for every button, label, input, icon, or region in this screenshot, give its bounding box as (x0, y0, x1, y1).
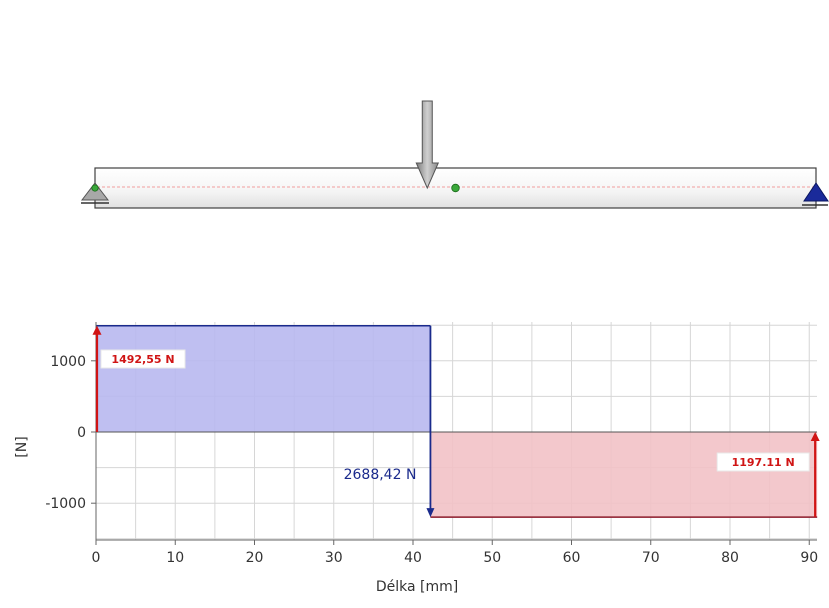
reaction-right-label: 1197.11 N (716, 452, 810, 472)
load-label: 2688,42 N (344, 467, 417, 483)
x-tick-label: 70 (642, 550, 660, 566)
shear-area-2 (430, 432, 818, 518)
x-tick-label: 10 (166, 550, 184, 566)
reaction-left-arrow-head (92, 325, 102, 335)
x-tick-label: 20 (246, 550, 264, 566)
reaction-left-arrow (92, 325, 102, 432)
axes (95, 322, 817, 541)
node-marker (451, 183, 460, 193)
beam-view (80, 100, 829, 209)
x-tick-label: 60 (563, 550, 581, 566)
load-arrow-chart-head (426, 508, 435, 518)
y-tick-label: 1000 (50, 354, 86, 370)
reaction-left-label: 1492,55 N (100, 349, 186, 369)
shear-area-1 (96, 325, 431, 432)
x-tick-label: 0 (92, 550, 101, 566)
x-tick-label: 40 (404, 550, 422, 566)
y-tick-label: 0 (77, 425, 86, 441)
y-axis-label: [N] (14, 436, 30, 457)
reaction-right-arrow (810, 432, 820, 518)
grid (95, 322, 817, 540)
annotations: 1492,55 N 2688,42 N 1197.11 N (92, 325, 820, 518)
reaction-left-label-text: 1492,55 N (111, 353, 174, 366)
x-tick-label: 80 (721, 550, 739, 566)
series-areas (96, 324, 818, 518)
x-axis-label: Délka [mm] (376, 579, 458, 595)
load-arrow (415, 100, 440, 190)
plot-background (96, 322, 817, 540)
reaction-left-label-box (100, 349, 186, 369)
y-tick-label: -1000 (45, 496, 86, 512)
load-arrow-chart (426, 325, 435, 518)
x-tick-label: 50 (483, 550, 501, 566)
support-right (802, 182, 829, 206)
reaction-right-arrow-head (810, 432, 820, 441)
reaction-right-label-text: 1197.11 N (732, 456, 795, 469)
node-marker (91, 184, 99, 192)
tick-labels: 0 10 20 30 40 50 60 70 80 90 -1000 0 1000 (45, 354, 818, 566)
x-tick-label: 90 (800, 550, 818, 566)
x-tick-label: 30 (325, 550, 343, 566)
reaction-right-label-box (716, 452, 810, 472)
